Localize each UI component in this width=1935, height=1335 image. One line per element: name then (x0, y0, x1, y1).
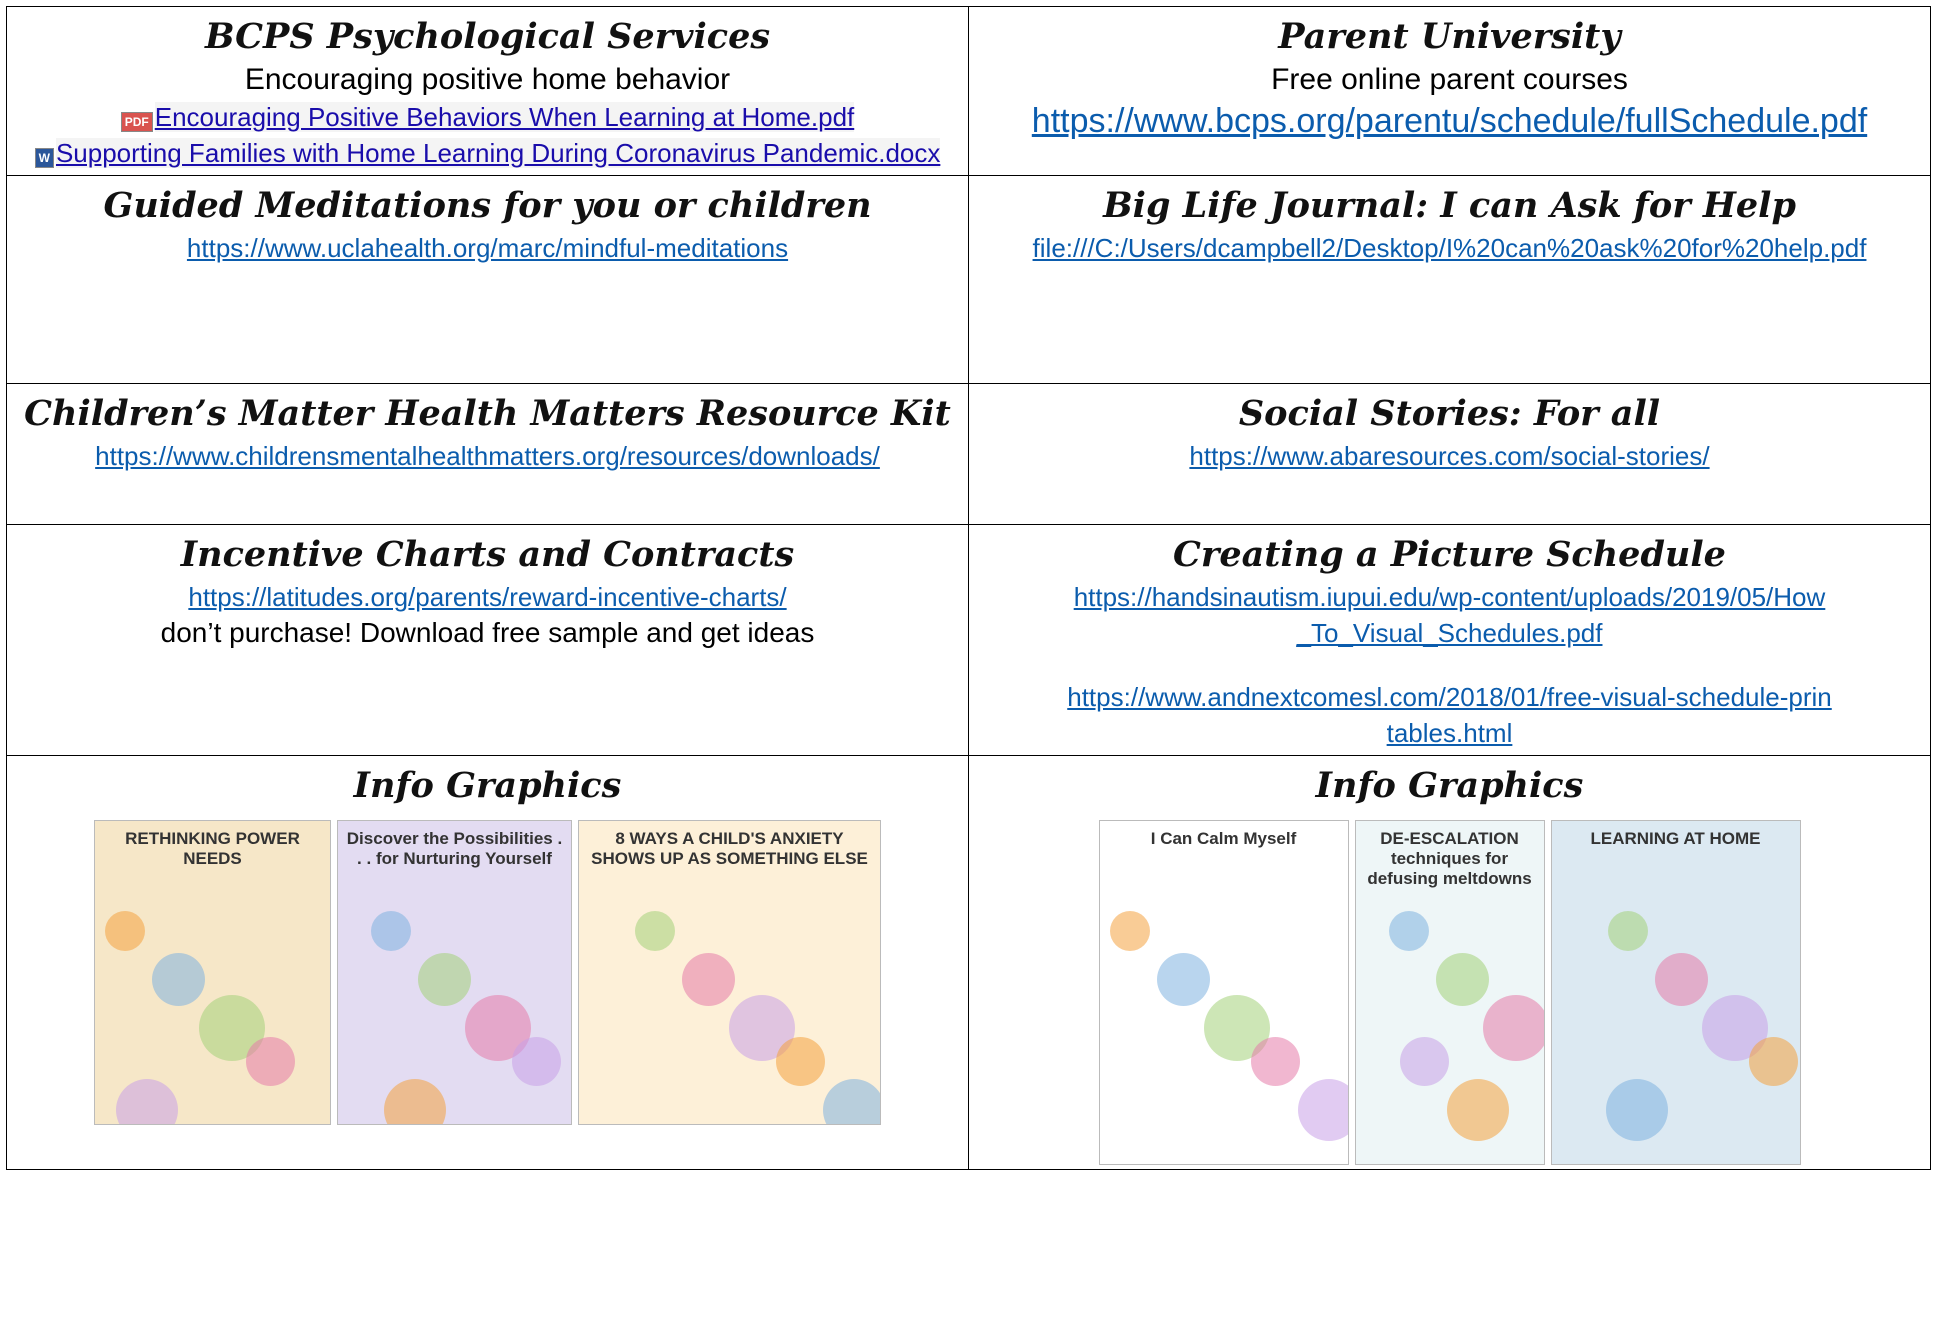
link[interactable]: https://www.childrensmentalhealthmatters… (95, 441, 880, 471)
link-row: https://www.uclahealth.org/marc/mindful-… (15, 230, 960, 266)
infographic: I Can Calm Myself (1098, 820, 1349, 1165)
infographic-shape (1607, 911, 1648, 951)
infographic-shape (105, 911, 145, 951)
document: BCPS Psychological Services Encouraging p… (6, 6, 1931, 1334)
link-row: https://www.bcps.org/parentu/schedule/fu… (977, 99, 1922, 143)
table-cell: Creating a Picture Schedule https://hands… (968, 524, 1931, 756)
link[interactable]: https://handsinautism.iupui.edu/wp-conte… (1073, 582, 1826, 648)
link-row: https://handsinautism.iupui.edu/wp-conte… (977, 579, 1922, 651)
table-row: Info Graphics RETHINKING POWER NEEDS Disco… (6, 755, 1931, 1170)
cell-title: Big Life Journal: I can Ask for Help (1103, 185, 1796, 226)
infographic-shape (246, 1037, 295, 1086)
link[interactable]: file:///C:/Users/dcampbell2/Desktop/I%20… (1032, 233, 1867, 263)
infographic-title: I Can Calm Myself (1150, 829, 1297, 848)
cell-title: Children’s Matter Health Matters Resourc… (24, 393, 951, 434)
infographic-shape (1388, 911, 1429, 951)
link-row: https://www.childrensmentalhealthmatters… (15, 438, 960, 474)
table-cell: Info Graphics RETHINKING POWER NEEDS Disco… (6, 755, 969, 1170)
infographic-gallery: RETHINKING POWER NEEDS Discover the Possi… (15, 820, 960, 1125)
link-row: https://www.abaresources.com/social-stor… (977, 438, 1922, 474)
infographic-gallery: I Can Calm Myself DE-ESCALATION technique… (977, 820, 1922, 1165)
infographic-shape (384, 1079, 446, 1124)
file-link-row: W Supporting Families with Home Learning … (15, 135, 960, 171)
table-cell: Children’s Matter Health Matters Resourc… (6, 383, 969, 525)
table-cell: BCPS Psychological Services Encouraging p… (6, 6, 969, 176)
table-cell: Big Life Journal: I can Ask for Help file… (968, 175, 1931, 384)
infographic-shape (1605, 1079, 1668, 1141)
infographic-shape (635, 911, 675, 951)
cell-text: Encouraging positive home behavior (244, 63, 731, 96)
infographic-shape (116, 1079, 178, 1124)
infographic-shape (682, 953, 735, 1006)
file-link[interactable]: Supporting Families with Home Learning D… (55, 138, 941, 168)
file-icon: W (34, 147, 54, 168)
cell-title: Parent University (1278, 16, 1621, 57)
table-row: Incentive Charts and Contracts https://la… (6, 524, 1931, 756)
infographic: LEARNING AT HOME (1550, 820, 1801, 1165)
cell-title: Info Graphics (1315, 765, 1584, 806)
infographic-shape (776, 1037, 825, 1086)
infographic-title: DE-ESCALATION techniques for defusing me… (1367, 829, 1532, 888)
link-row: https://latitudes.org/parents/reward-inc… (15, 579, 960, 615)
infographic-shape (371, 911, 411, 951)
cell-title: BCPS Psychological Services (204, 16, 771, 57)
cell-title: Info Graphics (353, 765, 622, 806)
cell-title: Incentive Charts and Contracts (180, 534, 795, 575)
infographic-shape (1482, 995, 1544, 1061)
infographic-title: RETHINKING POWER NEEDS (125, 829, 300, 868)
table-row: Guided Meditations for you or children ht… (6, 175, 1931, 384)
link-row: file:///C:/Users/dcampbell2/Desktop/I%20… (977, 230, 1922, 266)
infographic: DE-ESCALATION techniques for defusing me… (1354, 820, 1545, 1165)
link[interactable]: https://latitudes.org/parents/reward-inc… (188, 582, 787, 612)
link-row: https://www.andnextcomesl.com/2018/01/fr… (977, 679, 1922, 751)
resource-table: BCPS Psychological Services Encouraging p… (6, 6, 1931, 1170)
infographic-title: 8 WAYS A CHILD'S ANXIETY SHOWS UP AS SOM… (591, 829, 868, 868)
table-cell: Guided Meditations for you or children ht… (6, 175, 969, 384)
link[interactable]: https://www.uclahealth.org/marc/mindful-… (186, 233, 789, 263)
table-cell: Info Graphics I Can Calm Myself DE-ESCALAT… (968, 755, 1931, 1170)
infographic-shape (1156, 953, 1210, 1006)
file-link[interactable]: Encouraging Positive Behaviors When Lear… (154, 102, 855, 132)
infographic-shape (512, 1037, 561, 1086)
link[interactable]: https://www.andnextcomesl.com/2018/01/fr… (1067, 682, 1832, 748)
cell-text: Free online parent courses (1271, 63, 1628, 96)
infographic: 8 WAYS A CHILD'S ANXIETY SHOWS UP AS SOM… (578, 820, 881, 1125)
infographic-title: LEARNING AT HOME (1590, 829, 1761, 848)
table-row: BCPS Psychological Services Encouraging p… (6, 6, 1931, 176)
infographic-shape (823, 1079, 880, 1124)
cell-title: Guided Meditations for you or children (103, 185, 872, 226)
table-cell: Social Stories: For all https://www.abare… (968, 383, 1931, 525)
infographic-shape (1399, 1037, 1449, 1086)
cell-note: don’t purchase! Download free sample and… (160, 617, 815, 648)
infographic-shape (1250, 1037, 1300, 1086)
infographic-shape (1654, 953, 1708, 1006)
file-link-row: PDF Encouraging Positive Behaviors When L… (15, 99, 960, 135)
infographic-shape (1109, 911, 1150, 951)
table-cell: Incentive Charts and Contracts https://la… (6, 524, 969, 756)
infographic-shape (1435, 953, 1489, 1006)
table-cell: Parent University Free online parent cour… (968, 6, 1931, 176)
infographic-title: Discover the Possibilities . . . for Nur… (346, 829, 563, 868)
link[interactable]: https://www.abaresources.com/social-stor… (1189, 441, 1710, 471)
infographic-shape (1446, 1079, 1509, 1141)
link[interactable]: https://www.bcps.org/parentu/schedule/fu… (1031, 102, 1868, 140)
infographic: Discover the Possibilities . . . for Nur… (337, 820, 572, 1125)
infographic-shape (152, 953, 205, 1006)
file-icon: PDF (120, 111, 153, 132)
cell-title: Social Stories: For all (1238, 393, 1661, 434)
cell-title: Creating a Picture Schedule (1173, 534, 1726, 575)
infographic-shape (1748, 1037, 1798, 1086)
infographic-shape (1297, 1079, 1348, 1141)
infographic-shape (418, 953, 471, 1006)
table-row: Children’s Matter Health Matters Resourc… (6, 383, 1931, 525)
infographic: RETHINKING POWER NEEDS (94, 820, 331, 1125)
